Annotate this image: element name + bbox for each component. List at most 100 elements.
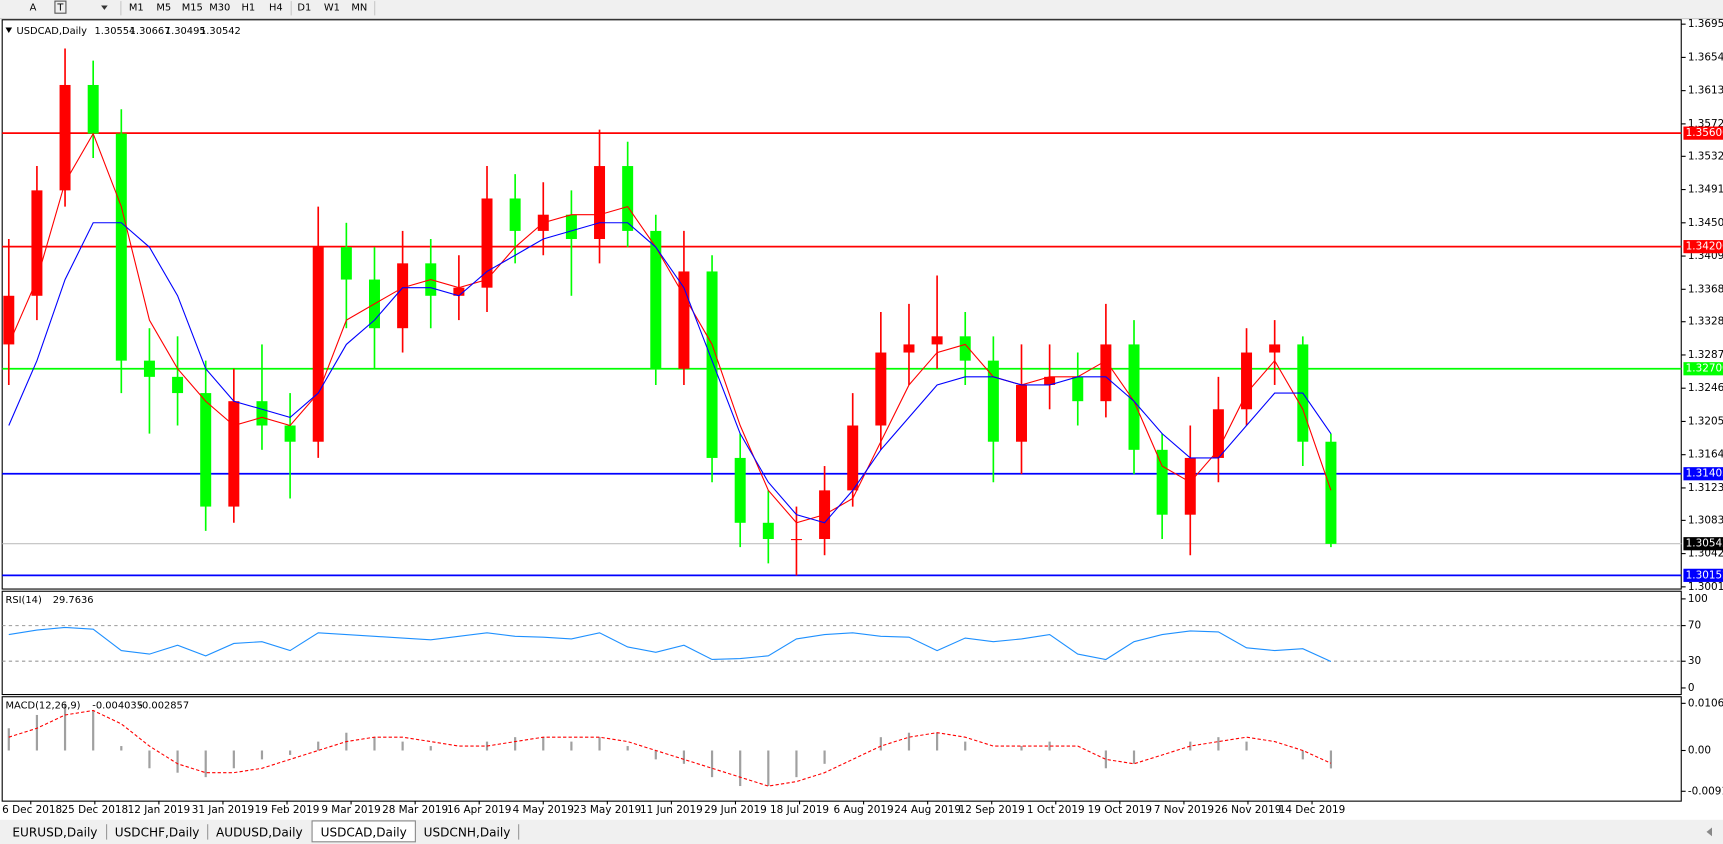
ohlc-value: 1.30554 <box>95 26 136 37</box>
level-tag <box>1683 568 1723 582</box>
x-tick-label: 24 Aug 2019 <box>894 804 961 816</box>
period-h4[interactable]: H4 <box>269 3 283 14</box>
x-tick-label: 28 Mar 2019 <box>382 804 448 816</box>
text-tool[interactable]: A <box>30 3 37 14</box>
x-tick-label: 12 Jan 2019 <box>128 804 190 816</box>
x-tick-label: 11 Jun 2019 <box>640 804 703 816</box>
active-tab[interactable]: USDCAD,Daily <box>321 826 407 840</box>
x-tick-label: 7 Nov 2019 <box>1154 804 1214 816</box>
period-m5[interactable]: M5 <box>156 3 171 14</box>
x-tick-label: 9 Mar 2019 <box>321 804 380 816</box>
x-tick-label: 16 Apr 2019 <box>447 804 511 816</box>
candle-body <box>340 247 352 280</box>
level-tag <box>1683 126 1723 140</box>
candle-body <box>1325 441 1337 544</box>
period-m30[interactable]: M30 <box>209 3 230 14</box>
level-label: 1.30152 <box>1686 569 1723 581</box>
tab[interactable]: EURUSD,Daily <box>12 826 97 840</box>
moving-average <box>8 132 1332 524</box>
candle-body <box>256 401 268 426</box>
x-tick-label: 23 May 2019 <box>573 804 641 816</box>
candle-body <box>397 263 409 329</box>
tab[interactable]: AUDUSD,Daily <box>216 826 303 840</box>
ohlc-value: 1.30667 <box>130 26 171 37</box>
indicator-title: RSI(14) <box>5 595 41 606</box>
x-tick-label: 26 Nov 2019 <box>1215 804 1282 816</box>
x-tick-label: 6 Dec 2018 <box>2 804 62 816</box>
period-m15[interactable]: M15 <box>182 3 203 14</box>
y-tick-label: 1.33680 <box>1688 283 1723 295</box>
candle-body <box>1184 457 1196 515</box>
candle-body <box>903 344 915 353</box>
label-tool[interactable]: T <box>56 3 64 14</box>
x-tick-label: 18 Jul 2019 <box>770 804 829 816</box>
pane-frame <box>1 19 1682 590</box>
candle-body <box>734 457 746 523</box>
dropdown-arrow[interactable] <box>101 5 108 10</box>
period-mn[interactable]: MN <box>351 3 367 14</box>
tab[interactable]: USDCHF,Daily <box>115 826 200 840</box>
candle-body <box>1072 376 1084 402</box>
candle-body <box>847 425 859 491</box>
y-tick-label: 0 <box>1688 682 1695 694</box>
y-tick-label: 1.33280 <box>1688 316 1723 328</box>
x-tick-label: 19 Feb 2019 <box>255 804 320 816</box>
period-d1[interactable]: D1 <box>297 3 311 14</box>
y-tick-label: 100 <box>1688 593 1708 605</box>
indicator-title: MACD(12,26,9) <box>5 701 80 712</box>
y-tick-label: 1.36540 <box>1688 51 1723 63</box>
y-tick-label: 30 <box>1688 655 1701 667</box>
candle-body <box>565 214 577 240</box>
x-tick-label: 1 Oct 2019 <box>1027 804 1085 816</box>
candle-body <box>650 230 662 369</box>
y-tick-label: 1.31230 <box>1688 482 1723 494</box>
y-tick-label: 1.35320 <box>1688 150 1723 162</box>
candle-body <box>143 360 155 377</box>
tab[interactable]: USDCNH,Daily <box>424 826 511 840</box>
candle-body <box>1015 384 1027 442</box>
pane-frame <box>1 590 1682 696</box>
y-tick-label: 1.36950 <box>1688 18 1723 30</box>
y-tick-label: 1.30010 <box>1688 581 1723 593</box>
y-tick-label: -0.00918 <box>1688 785 1723 797</box>
y-tick-label: 1.34500 <box>1688 217 1723 229</box>
candle-body <box>1128 344 1140 450</box>
pane-frame <box>1 696 1682 802</box>
candle-body <box>228 401 240 507</box>
candle-body <box>312 247 324 442</box>
candle-body <box>200 393 212 507</box>
price-tag <box>1683 537 1723 551</box>
period-h1[interactable]: H1 <box>241 3 255 14</box>
collapse-arrow <box>5 27 13 33</box>
label-tool-box <box>54 0 67 14</box>
period-w1[interactable]: W1 <box>324 3 340 14</box>
x-tick-label: 19 Oct 2019 <box>1088 804 1152 816</box>
y-tick-label: 1.32460 <box>1688 382 1723 394</box>
y-tick-label: 1.32870 <box>1688 349 1723 361</box>
x-tick-label: 31 Jan 2019 <box>192 804 254 816</box>
y-tick-label: 70 <box>1688 620 1701 632</box>
rsi-line <box>8 626 1332 662</box>
active-tab-background <box>311 820 416 843</box>
period-m1[interactable]: M1 <box>129 3 144 14</box>
moving-average <box>8 222 1332 524</box>
candle-body <box>790 539 802 541</box>
level-label: 1.31405 <box>1686 468 1723 480</box>
candle-body <box>1100 344 1112 402</box>
candle-body <box>509 198 521 231</box>
x-tick-label: 29 Jun 2019 <box>704 804 767 816</box>
y-tick-label: 0.00 <box>1688 744 1711 756</box>
ohlc-value: 1.30495 <box>165 26 206 37</box>
candle-body <box>453 287 465 296</box>
scroll-left[interactable] <box>1706 827 1713 837</box>
candle-body <box>875 352 887 426</box>
ohlc-value: 1.30542 <box>200 26 241 37</box>
x-tick-label: 6 Aug 2019 <box>834 804 894 816</box>
candle-body <box>987 360 999 442</box>
candle-body <box>706 271 718 458</box>
indicator-value: -0.002857 <box>138 701 189 712</box>
toolbar <box>0 0 1723 19</box>
candle-body <box>59 84 71 191</box>
